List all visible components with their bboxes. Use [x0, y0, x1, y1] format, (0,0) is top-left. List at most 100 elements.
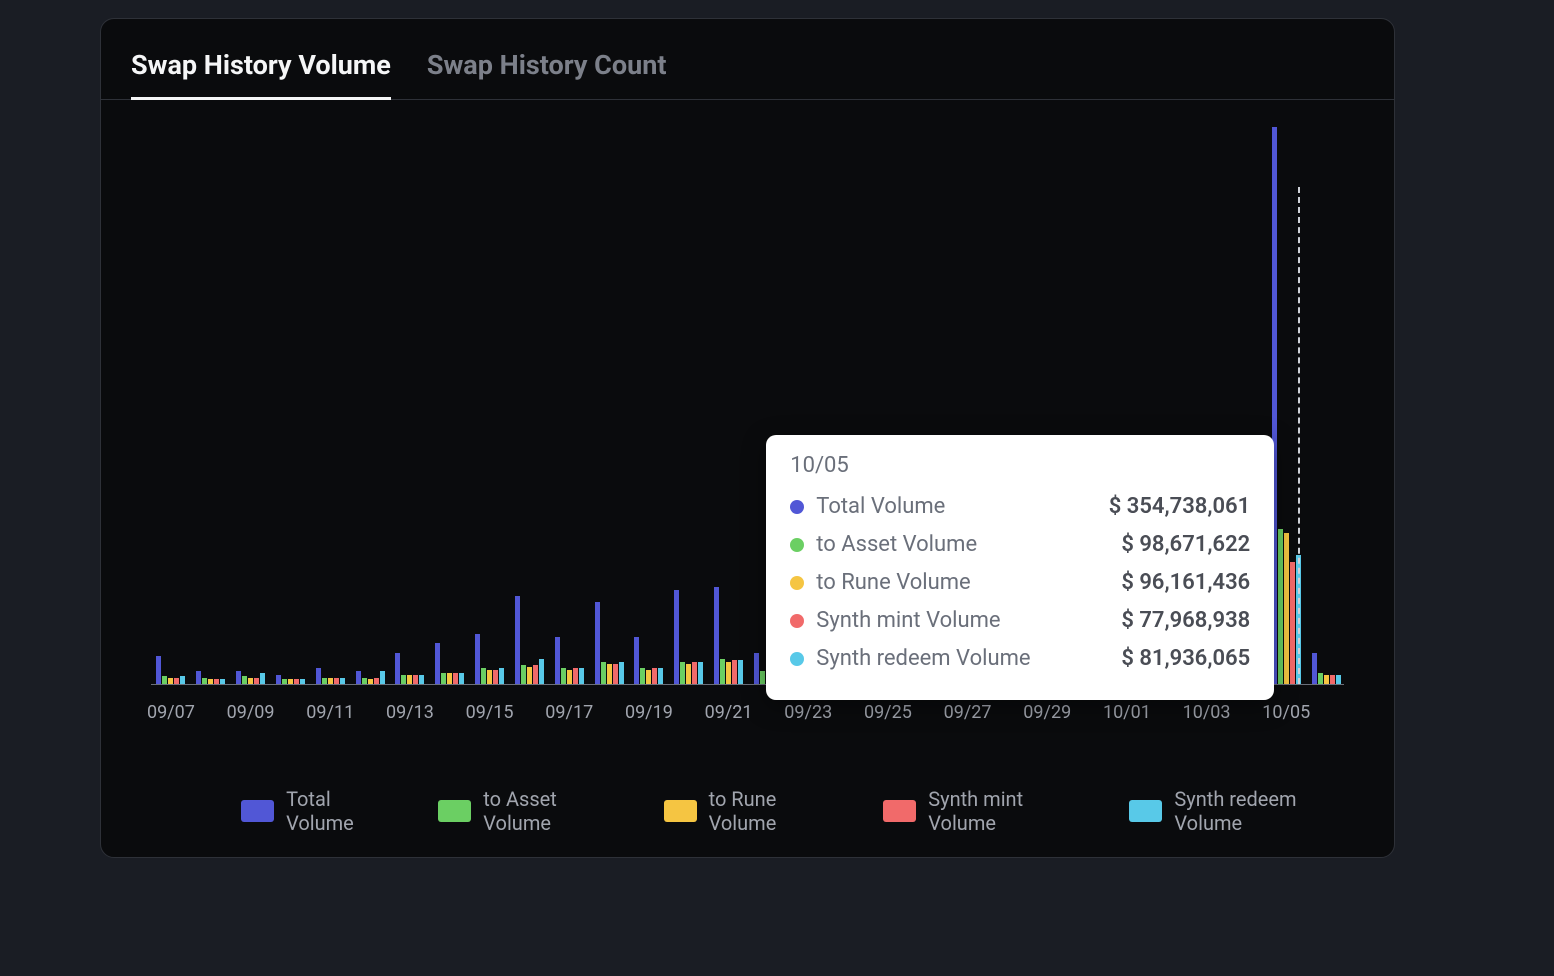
bar-mint[interactable] — [692, 662, 697, 684]
bar-total[interactable] — [634, 637, 639, 684]
bar-redeem[interactable] — [1336, 675, 1341, 684]
bar-asset[interactable] — [162, 676, 167, 684]
bar-redeem[interactable] — [180, 676, 185, 684]
bar-rune[interactable] — [328, 678, 333, 684]
bar-redeem[interactable] — [539, 659, 544, 684]
bar-rune[interactable] — [487, 670, 492, 684]
bar-total[interactable] — [395, 653, 400, 684]
tab-swap-history-volume[interactable]: Swap History Volume — [131, 49, 391, 99]
bar-asset[interactable] — [242, 676, 247, 684]
bar-mint[interactable] — [334, 678, 339, 684]
bar-mint[interactable] — [533, 665, 538, 684]
bar-group[interactable] — [515, 596, 544, 684]
bar-redeem[interactable] — [419, 675, 424, 684]
bar-mint[interactable] — [1330, 675, 1335, 684]
bar-rune[interactable] — [686, 664, 691, 684]
bar-rune[interactable] — [1324, 675, 1329, 684]
bar-redeem[interactable] — [619, 662, 624, 684]
bar-asset[interactable] — [282, 679, 287, 684]
bar-mint[interactable] — [1290, 562, 1295, 684]
legend-item-redeem[interactable]: Synth redeem Volume — [1129, 787, 1364, 835]
bar-asset[interactable] — [1318, 673, 1323, 684]
bar-asset[interactable] — [720, 659, 725, 684]
bar-group[interactable] — [1272, 127, 1301, 684]
bar-asset[interactable] — [441, 673, 446, 684]
bar-redeem[interactable] — [658, 668, 663, 684]
bar-total[interactable] — [316, 668, 321, 684]
chart-area[interactable]: 09/0709/0909/1109/1309/1509/1709/1909/21… — [131, 120, 1364, 735]
bar-mint[interactable] — [214, 679, 219, 684]
bar-total[interactable] — [276, 675, 281, 684]
bar-mint[interactable] — [732, 660, 737, 684]
bar-group[interactable] — [595, 602, 624, 684]
bar-asset[interactable] — [1278, 529, 1283, 684]
bar-total[interactable] — [356, 671, 361, 684]
tab-swap-history-count[interactable]: Swap History Count — [427, 49, 667, 99]
bar-mint[interactable] — [493, 670, 498, 684]
bar-mint[interactable] — [573, 668, 578, 684]
bar-asset[interactable] — [362, 678, 367, 684]
bar-redeem[interactable] — [698, 662, 703, 684]
bar-rune[interactable] — [368, 679, 373, 684]
legend-item-total[interactable]: Total Volume — [241, 787, 400, 835]
bar-asset[interactable] — [322, 678, 327, 684]
bar-mint[interactable] — [294, 679, 299, 684]
bar-group[interactable] — [156, 656, 185, 684]
bar-total[interactable] — [156, 656, 161, 684]
bar-group[interactable] — [475, 634, 504, 684]
bar-rune[interactable] — [168, 678, 173, 684]
bar-redeem[interactable] — [459, 673, 464, 684]
bar-asset[interactable] — [401, 675, 406, 684]
bar-asset[interactable] — [202, 678, 207, 684]
bar-group[interactable] — [316, 668, 345, 684]
bar-rune[interactable] — [527, 667, 532, 684]
bar-redeem[interactable] — [300, 679, 305, 684]
bar-group[interactable] — [435, 643, 464, 684]
bar-redeem[interactable] — [499, 668, 504, 684]
bar-group[interactable] — [356, 671, 385, 684]
bar-group[interactable] — [196, 671, 225, 684]
bar-group[interactable] — [555, 637, 584, 684]
bar-total[interactable] — [515, 596, 520, 684]
bar-total[interactable] — [754, 653, 759, 684]
bar-asset[interactable] — [680, 662, 685, 684]
legend-item-mint[interactable]: Synth mint Volume — [883, 787, 1091, 835]
bar-redeem[interactable] — [260, 673, 265, 684]
bar-redeem[interactable] — [380, 671, 385, 684]
bar-group[interactable] — [395, 653, 424, 684]
bar-asset[interactable] — [601, 662, 606, 684]
bar-mint[interactable] — [174, 678, 179, 684]
bar-redeem[interactable] — [738, 660, 743, 684]
bar-rune[interactable] — [447, 673, 452, 684]
bar-mint[interactable] — [413, 675, 418, 684]
bar-redeem[interactable] — [340, 678, 345, 684]
bar-redeem[interactable] — [579, 668, 584, 684]
bar-rune[interactable] — [607, 664, 612, 684]
bar-asset[interactable] — [640, 668, 645, 684]
bar-mint[interactable] — [453, 673, 458, 684]
bar-total[interactable] — [674, 590, 679, 684]
bar-rune[interactable] — [208, 679, 213, 684]
bar-group[interactable] — [1312, 653, 1341, 684]
bar-group[interactable] — [236, 671, 265, 684]
bar-rune[interactable] — [567, 670, 572, 684]
legend-item-asset[interactable]: to Asset Volume — [438, 787, 625, 835]
bar-group[interactable] — [714, 587, 743, 684]
bar-total[interactable] — [475, 634, 480, 684]
bar-mint[interactable] — [254, 678, 259, 684]
bar-mint[interactable] — [652, 668, 657, 684]
bar-asset[interactable] — [561, 668, 566, 684]
bar-redeem[interactable] — [220, 679, 225, 684]
bar-rune[interactable] — [407, 675, 412, 684]
bar-asset[interactable] — [521, 665, 526, 684]
bar-total[interactable] — [1312, 653, 1317, 684]
bar-rune[interactable] — [646, 670, 651, 684]
bar-total[interactable] — [555, 637, 560, 684]
bar-total[interactable] — [236, 671, 241, 684]
bar-asset[interactable] — [760, 671, 765, 684]
bar-total[interactable] — [196, 671, 201, 684]
bar-total[interactable] — [595, 602, 600, 684]
bar-total[interactable] — [435, 643, 440, 684]
bar-total[interactable] — [714, 587, 719, 684]
bar-group[interactable] — [276, 675, 305, 684]
